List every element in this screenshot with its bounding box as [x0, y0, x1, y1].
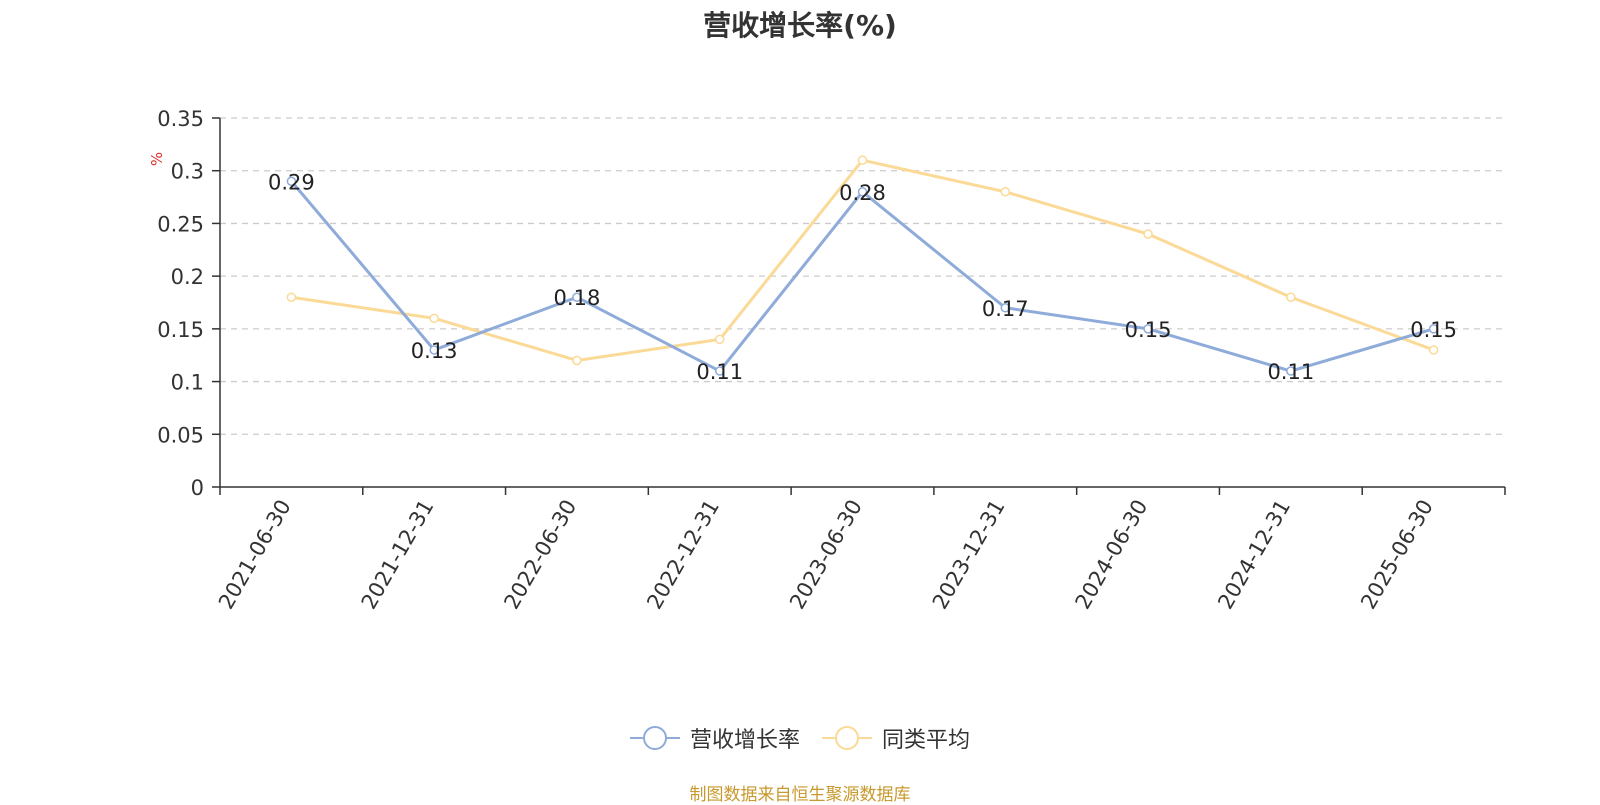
series-1-point — [286, 176, 297, 187]
y-tick-label: 0 — [191, 476, 204, 500]
legend: 营收增长率 同类平均 — [0, 722, 1600, 754]
x-tick-label: 2022-06-30 — [499, 496, 581, 614]
series-2-point — [857, 155, 868, 165]
data-label: 0.18 — [554, 286, 601, 310]
legend-marker-series-1 — [629, 726, 680, 750]
x-tick-label: 2024-06-30 — [1071, 496, 1153, 614]
series-2-point — [1143, 229, 1153, 239]
legend-label-series-1: 营收增长率 — [689, 728, 800, 753]
y-tick-label: 0.15 — [157, 318, 204, 342]
data-source-note: 制图数据来自恒生聚源数据库 — [689, 785, 911, 805]
data-label: 0.17 — [982, 297, 1029, 321]
series-2-point — [286, 292, 297, 302]
data-label: 0.15 — [1125, 318, 1172, 342]
y-tick-label: 0.3 — [171, 160, 204, 184]
x-tick-label: 2021-06-30 — [214, 496, 296, 614]
series-1-point — [857, 187, 868, 197]
series-1-point — [1428, 324, 1439, 334]
series-1-point — [714, 366, 725, 376]
data-label: 0.29 — [268, 170, 315, 194]
series-2-point — [1428, 345, 1439, 355]
x-tick-label: 2024-12-31 — [1213, 496, 1295, 614]
legend-marker-series-2 — [822, 726, 872, 750]
x-tick-label: 2025-06-30 — [1356, 496, 1438, 614]
chart-title: 营收增长率(%) — [703, 9, 897, 42]
x-tick-label: 2021-12-31 — [357, 495, 439, 613]
y-tick-label: 0.35 — [157, 107, 204, 131]
series-2-point — [429, 313, 439, 324]
y-tick-label: 0.1 — [171, 371, 204, 395]
x-tick-label: 2023-12-31 — [928, 496, 1010, 614]
data-label: 0.28 — [839, 181, 886, 205]
series-2-point — [572, 355, 582, 366]
data-label: 0.11 — [696, 360, 743, 384]
series-1-point — [429, 345, 439, 355]
x-tick-label: 2022-12-31 — [642, 496, 724, 614]
series-1-point — [1286, 366, 1296, 376]
y-tick-label: 0.2 — [171, 265, 204, 289]
y-tick-label: 0.25 — [157, 212, 204, 236]
data-label: 0.15 — [1410, 318, 1457, 342]
series-2-point — [714, 334, 725, 345]
y-tick-label: 0.05 — [157, 423, 204, 447]
series-2-point — [1286, 292, 1296, 302]
legend-item-series-1[interactable]: 营收增长率 — [629, 722, 800, 754]
data-label: 0.13 — [411, 339, 458, 363]
series-1-point — [1143, 324, 1153, 334]
series-2-point — [1000, 187, 1011, 197]
legend-label-series-2: 同类平均 — [882, 728, 971, 753]
data-label: 0.11 — [1267, 360, 1314, 384]
x-tick-label: 2023-06-30 — [785, 496, 867, 614]
series-1-point — [572, 292, 582, 302]
y-axis-unit-label: % — [148, 152, 166, 166]
series-1-point — [1000, 303, 1011, 313]
legend-item-series-2[interactable]: 同类平均 — [822, 722, 970, 754]
